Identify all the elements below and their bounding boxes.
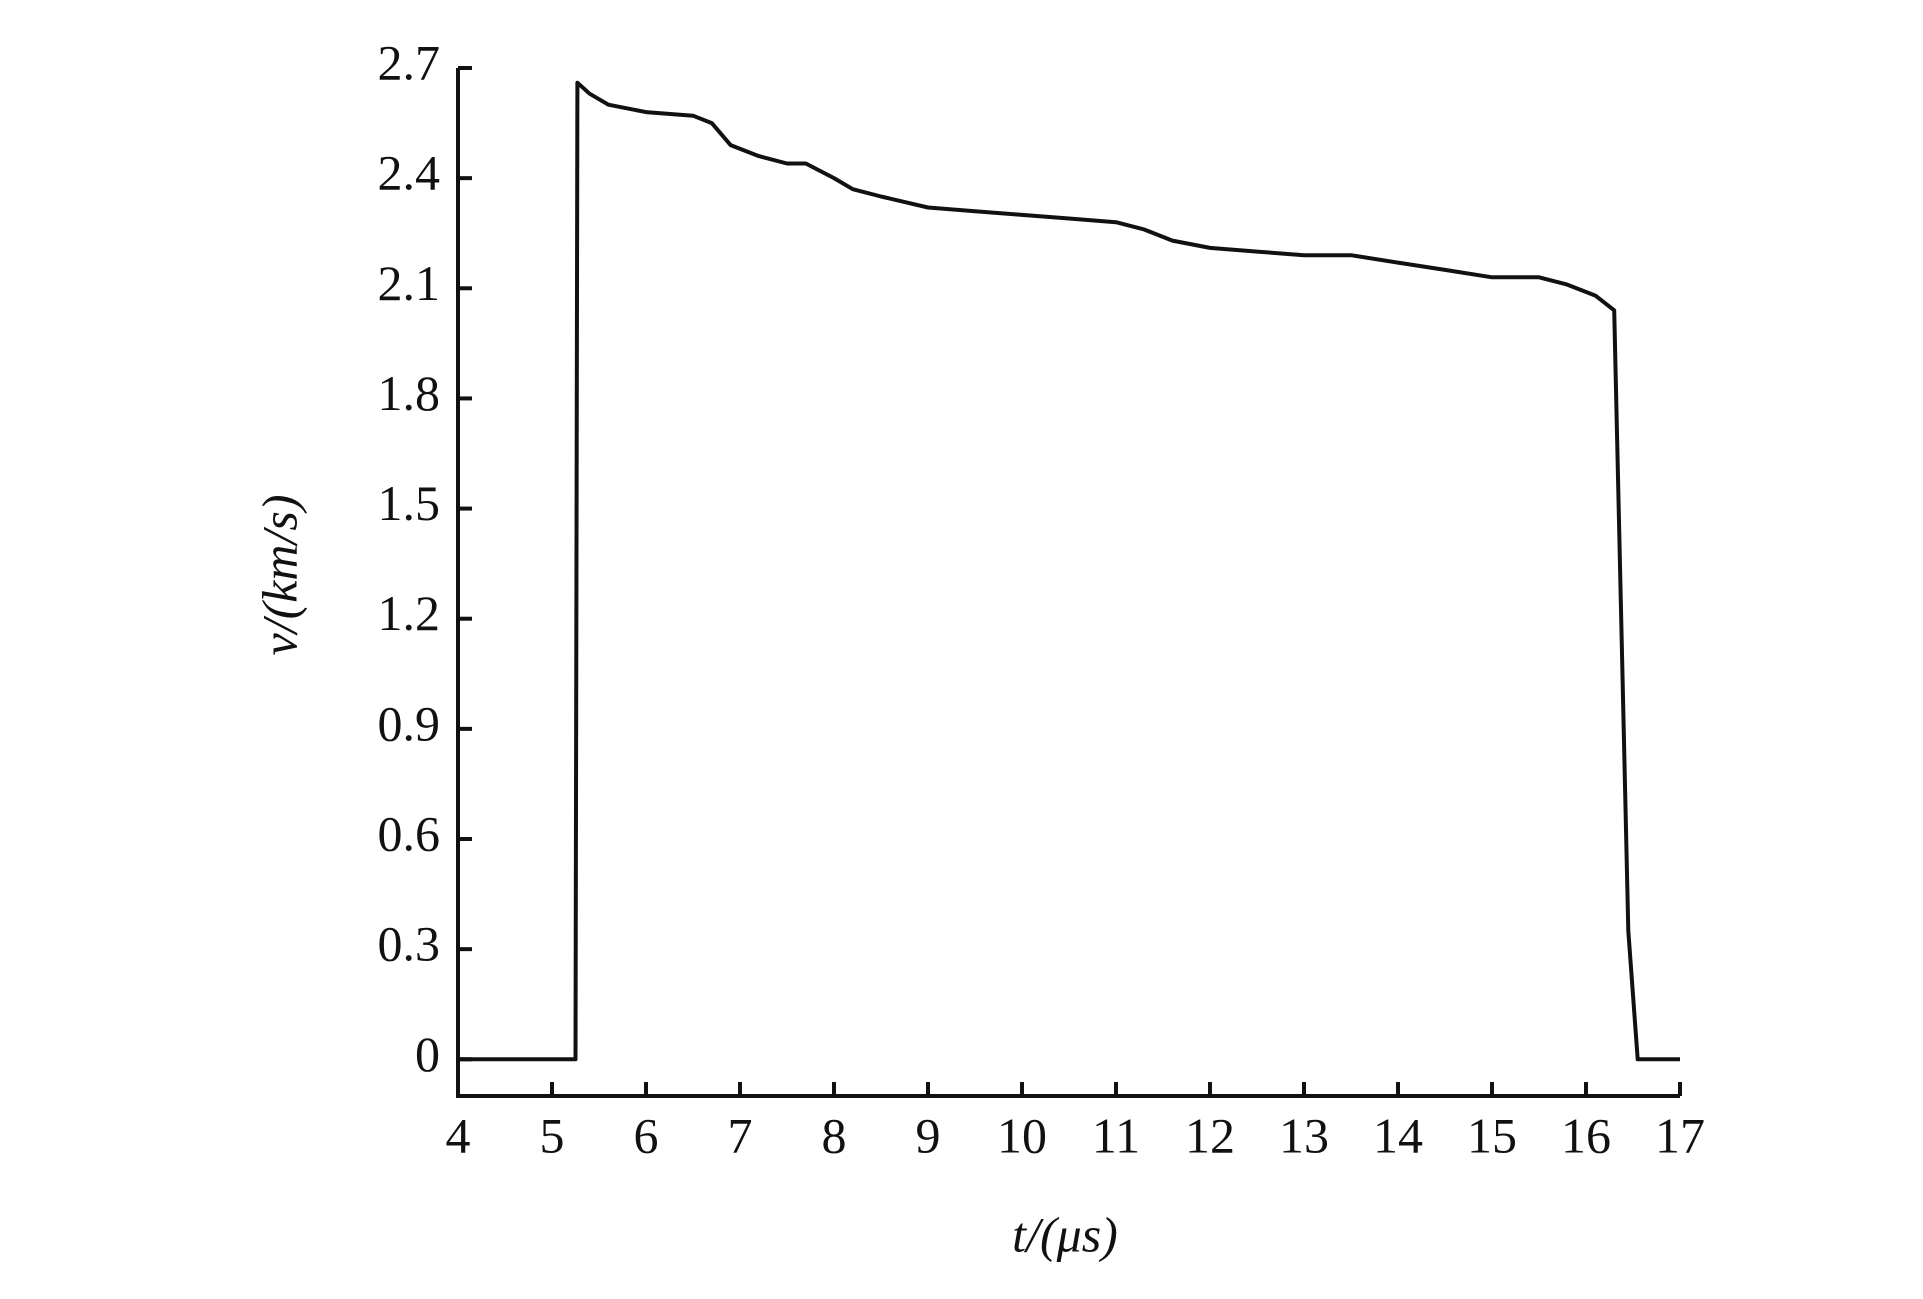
y-tick-label: 1.2 (378, 585, 441, 641)
y-tick-label: 1.5 (378, 475, 441, 531)
x-tick-label: 13 (1279, 1107, 1329, 1163)
x-tick-label: 14 (1373, 1107, 1423, 1163)
x-tick-label: 9 (916, 1107, 941, 1163)
y-tick-label: 0.9 (378, 695, 441, 751)
y-tick-label: 0.6 (378, 805, 441, 861)
y-tick-label: 2.1 (378, 255, 441, 311)
x-tick-label: 6 (634, 1107, 659, 1163)
x-tick-label: 10 (997, 1107, 1047, 1163)
x-tick-label: 8 (822, 1107, 847, 1163)
y-tick-label: 0.3 (378, 916, 441, 972)
x-tick-label: 11 (1092, 1107, 1140, 1163)
x-tick-label: 4 (446, 1107, 471, 1163)
y-tick-label: 2.7 (378, 34, 441, 90)
x-tick-label: 7 (728, 1107, 753, 1163)
y-tick-label: 1.8 (378, 365, 441, 421)
x-tick-label: 5 (540, 1107, 565, 1163)
data-line (458, 80, 1680, 1062)
y-tick-label: 0 (415, 1026, 440, 1082)
y-axis-title: v/(km/s) (251, 494, 307, 655)
x-tick-label: 12 (1185, 1107, 1235, 1163)
x-tick-label: 15 (1467, 1107, 1517, 1163)
y-tick-label: 2.4 (378, 145, 441, 201)
x-axis-title: t/(μs) (1012, 1206, 1118, 1262)
x-tick-label: 16 (1561, 1107, 1611, 1163)
x-tick-label: 17 (1655, 1107, 1705, 1163)
